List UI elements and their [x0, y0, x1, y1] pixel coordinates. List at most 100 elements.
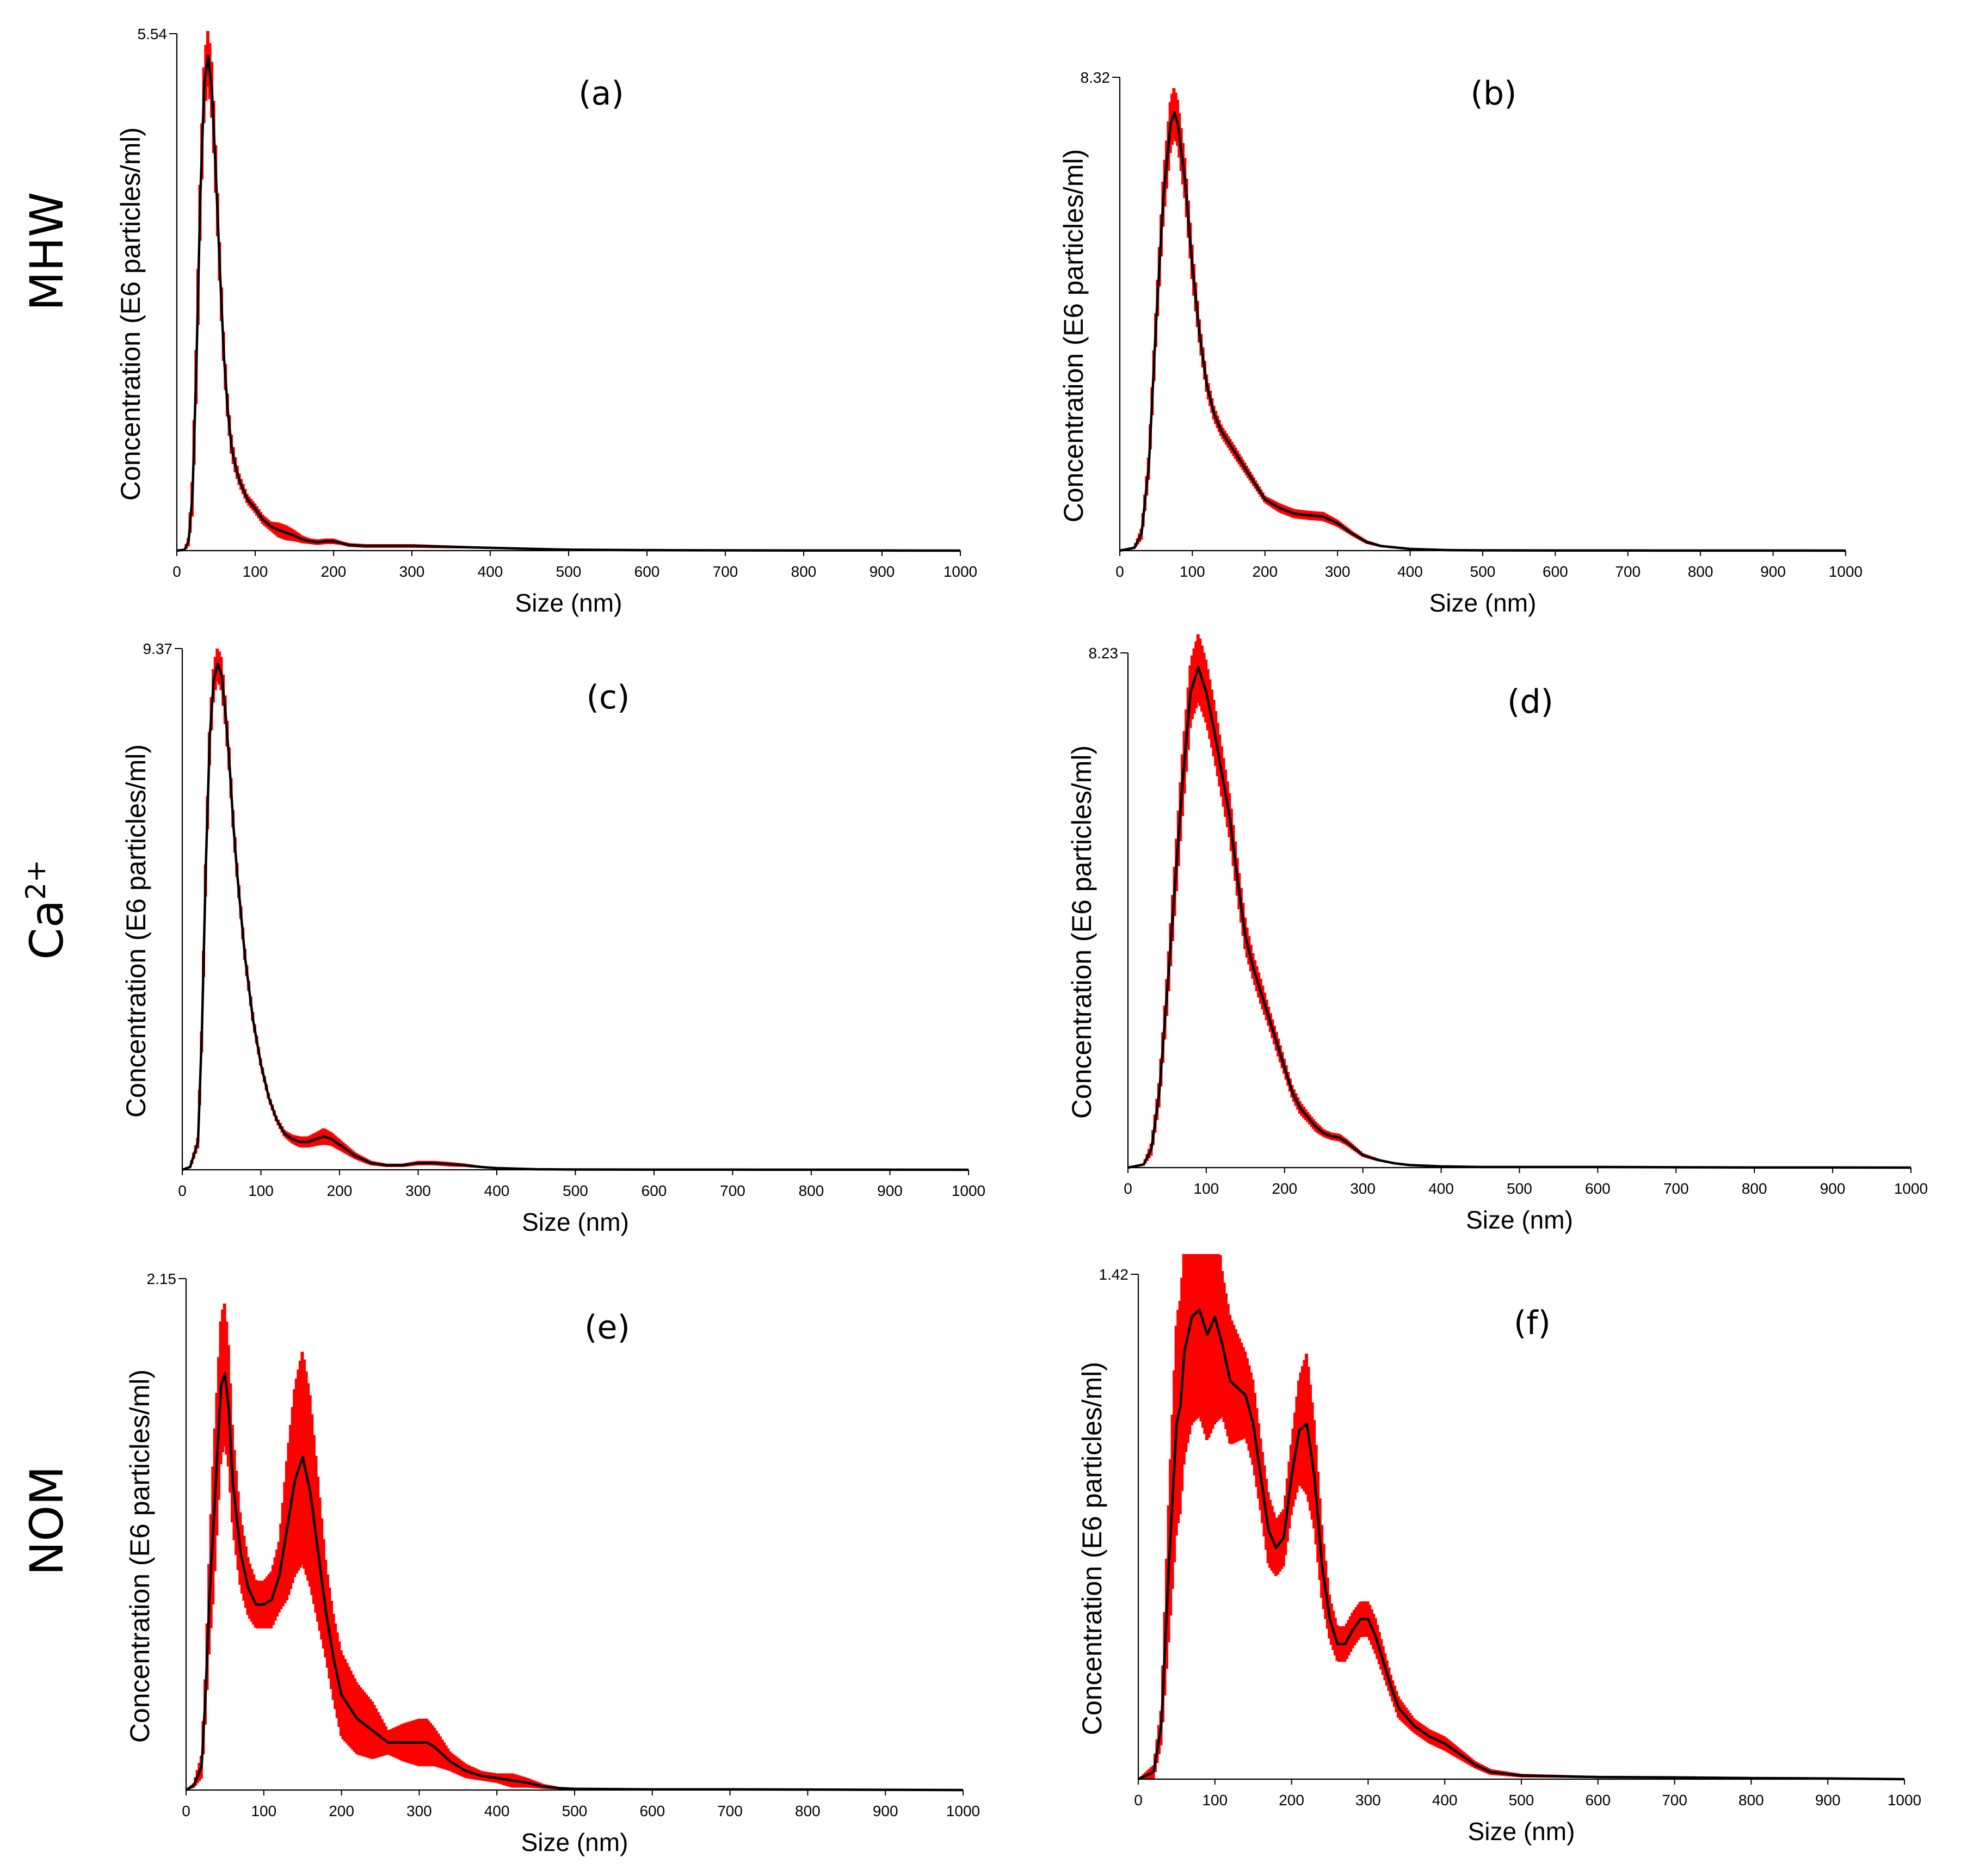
error-band-a [176, 30, 962, 551]
x-tick-label: 1000 [943, 563, 977, 580]
x-tick-label: 500 [556, 563, 582, 580]
chart-e: 2.15 0 100 200 300 400 500 600 700 800 900 1000 Size… [125, 1270, 980, 1856]
x-tick-label: 600 [642, 1182, 667, 1199]
series-line-d [1127, 666, 1911, 1169]
x-tick-label: 800 [1742, 1180, 1767, 1197]
x-tick-label: 100 [251, 1803, 276, 1819]
x-tick-label: 400 [1432, 1792, 1458, 1809]
panel-label-c: (c) [587, 678, 630, 717]
series-line-b [1119, 111, 1846, 552]
y-max-label: 9.37 [143, 640, 173, 657]
x-tick-label: 600 [1585, 1792, 1611, 1809]
x-tick-label: 400 [1428, 1180, 1454, 1197]
series-line-e [185, 1372, 964, 1792]
y-axis-label: Concentration (E6 particles/ml) [115, 127, 146, 501]
x-axis-label: Size (nm) [1466, 1206, 1573, 1234]
x-tick-label: 500 [1470, 563, 1496, 580]
x-tick-label: 900 [877, 1182, 903, 1199]
y-axis-label: Concentration (E6 particles/ml) [1077, 1362, 1107, 1735]
x-tick-label: 600 [1585, 1180, 1611, 1197]
x-tick-label: 800 [795, 1803, 821, 1819]
x-tick-label: 100 [248, 1182, 274, 1199]
panel-label-e: (e) [584, 1309, 630, 1347]
x-tick-label: 500 [1509, 1792, 1534, 1809]
x-tick-label: 0 [182, 1803, 190, 1819]
x-tick-label: 700 [1615, 563, 1641, 580]
x-tick-label: 500 [1507, 1180, 1532, 1197]
x-tick-label: 100 [1194, 1180, 1219, 1197]
y-max-label: 5.54 [138, 26, 168, 42]
x-tick-label: 0 [1115, 563, 1124, 580]
row-label-nom: NOM [20, 1466, 73, 1575]
chart-f: 1.42 0 100 200 300 400 500 600 700 800 900 1000 Size… [1077, 1254, 1921, 1846]
chart-c: 9.37 0 100 200 300 400 500 600 700 800 900 1000 Size… [121, 640, 985, 1236]
y-max-label: 8.23 [1089, 645, 1119, 662]
error-band-b [1119, 88, 1847, 551]
x-tick-label: 200 [321, 563, 347, 580]
x-tick-label: 200 [1272, 1180, 1297, 1197]
x-tick-label: 700 [713, 563, 738, 580]
x-tick-label: 700 [1662, 1792, 1687, 1809]
x-tick-label: 200 [329, 1803, 354, 1819]
x-tick-label: 200 [1279, 1792, 1304, 1809]
x-tick-label: 600 [634, 563, 660, 580]
y-max-label: 2.15 [147, 1270, 177, 1287]
x-axis-label: Size (nm) [522, 1208, 629, 1236]
x-tick-label: 400 [478, 563, 503, 580]
x-tick-label: 900 [873, 1803, 898, 1819]
series-line-c [182, 662, 969, 1171]
x-tick-label: 600 [639, 1803, 665, 1819]
chart-a: 5.54 0 100 200 300 400 500 600 700 800 900 1000 Size… [115, 26, 977, 617]
x-tick-label: 300 [406, 1803, 432, 1819]
x-tick-label: 900 [1760, 563, 1786, 580]
row-label-ca: Ca2+ [20, 860, 73, 960]
x-axis-label: Size (nm) [521, 1828, 628, 1856]
x-tick-label: 0 [172, 563, 181, 580]
x-tick-label: 700 [1663, 1180, 1689, 1197]
x-axis-label: Size (nm) [1468, 1817, 1575, 1846]
y-max-label: 8.32 [1081, 69, 1111, 86]
x-tick-label: 800 [1688, 563, 1713, 580]
x-tick-label: 400 [484, 1182, 510, 1199]
x-tick-label: 100 [1180, 563, 1205, 580]
error-band-c [182, 649, 970, 1170]
x-tick-label: 300 [405, 1182, 431, 1199]
x-tick-label: 900 [1815, 1792, 1841, 1809]
x-tick-label: 500 [562, 1803, 588, 1819]
x-tick-label: 600 [1543, 563, 1568, 580]
y-axis-label: Concentration (E6 particles/ml) [1058, 149, 1089, 522]
x-tick-label: 500 [563, 1182, 588, 1199]
x-tick-label: 200 [1252, 563, 1278, 580]
x-tick-label: 800 [1738, 1792, 1764, 1809]
x-tick-label: 800 [799, 1182, 824, 1199]
x-tick-label: 700 [720, 1182, 745, 1199]
x-tick-label: 1000 [946, 1803, 980, 1819]
x-tick-label: 400 [1397, 563, 1423, 580]
panel-label-a: (a) [578, 75, 624, 113]
x-tick-label: 400 [484, 1803, 510, 1819]
x-tick-label: 0 [1124, 1180, 1132, 1197]
x-tick-label: 300 [1350, 1180, 1376, 1197]
x-tick-label: 300 [1355, 1792, 1381, 1809]
row-label-mhw: MHW [20, 192, 73, 311]
x-tick-label: 100 [1202, 1792, 1228, 1809]
x-tick-label: 200 [327, 1182, 353, 1199]
x-axis-label: Size (nm) [1429, 589, 1537, 617]
panel-label-d: (d) [1507, 683, 1553, 721]
x-tick-label: 0 [1134, 1792, 1143, 1809]
x-tick-label: 1000 [1894, 1180, 1928, 1197]
chart-b: 8.32 0 100 200 300 400 500 600 700 800 900 1000 Size… [1058, 69, 1863, 617]
panel-label-f: (f) [1514, 1304, 1551, 1342]
x-axis-label: Size (nm) [515, 589, 622, 617]
x-tick-label: 1000 [1829, 563, 1863, 580]
x-tick-label: 700 [717, 1803, 743, 1819]
y-axis-label: Concentration (E6 particles/ml) [1066, 745, 1097, 1119]
x-tick-label: 1000 [952, 1182, 985, 1199]
panel-label-b: (b) [1471, 75, 1517, 113]
x-tick-label: 900 [869, 563, 895, 580]
row-label-ca-sup: 2+ [20, 860, 52, 900]
chart-d: 8.23 0 100 200 300 400 500 600 700 800 900 1000 Size… [1066, 634, 1928, 1234]
x-tick-label: 0 [178, 1182, 187, 1199]
series-line-a [176, 54, 961, 552]
x-tick-label: 100 [243, 563, 268, 580]
